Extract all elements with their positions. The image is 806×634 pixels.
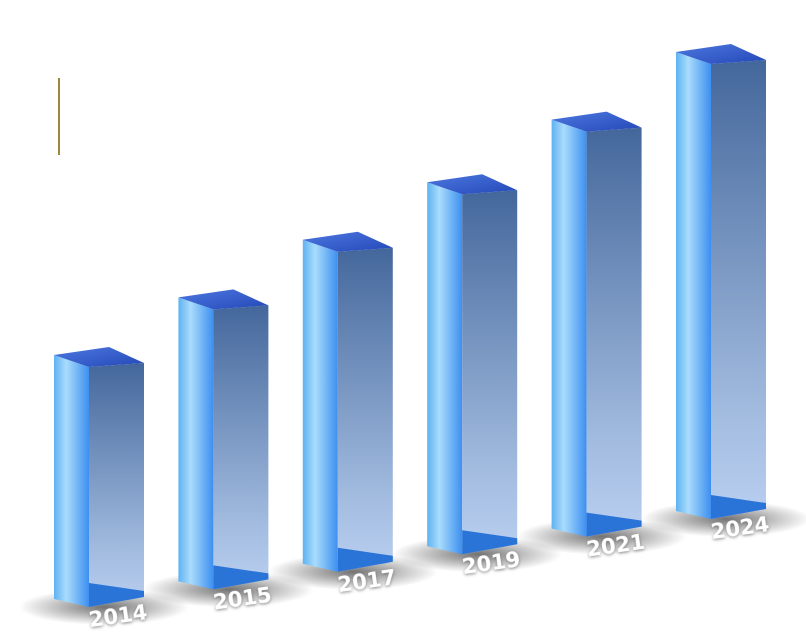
bar-left-face [54,355,89,607]
bar-right-face [462,190,518,555]
bar-base [711,495,766,519]
bar-left-face [551,119,587,537]
bar-top-face [302,231,393,252]
bar-right-face [586,127,642,537]
bar-top-face [676,44,766,64]
bar-base [462,530,518,555]
bar-left-face [302,239,338,572]
bar-left-face [676,52,711,519]
bar-left-face [178,297,214,590]
bar [676,44,766,519]
bar [427,174,518,555]
bar-right-face [89,363,144,607]
bar-right-face [337,247,393,572]
bar-base [213,565,269,590]
bar [551,111,642,537]
bar [302,231,393,572]
bar-top-face [178,289,269,310]
bar [178,289,269,590]
bar-base [586,512,642,537]
bar-base [337,547,393,572]
bar-top-face [54,347,144,367]
bar-right-face [213,305,269,590]
bar-top-face [427,174,518,195]
bar [54,347,144,607]
bar-left-face [427,182,463,555]
bar-right-face [711,60,766,519]
bar-base [89,583,144,607]
bar-top-face [551,111,642,132]
